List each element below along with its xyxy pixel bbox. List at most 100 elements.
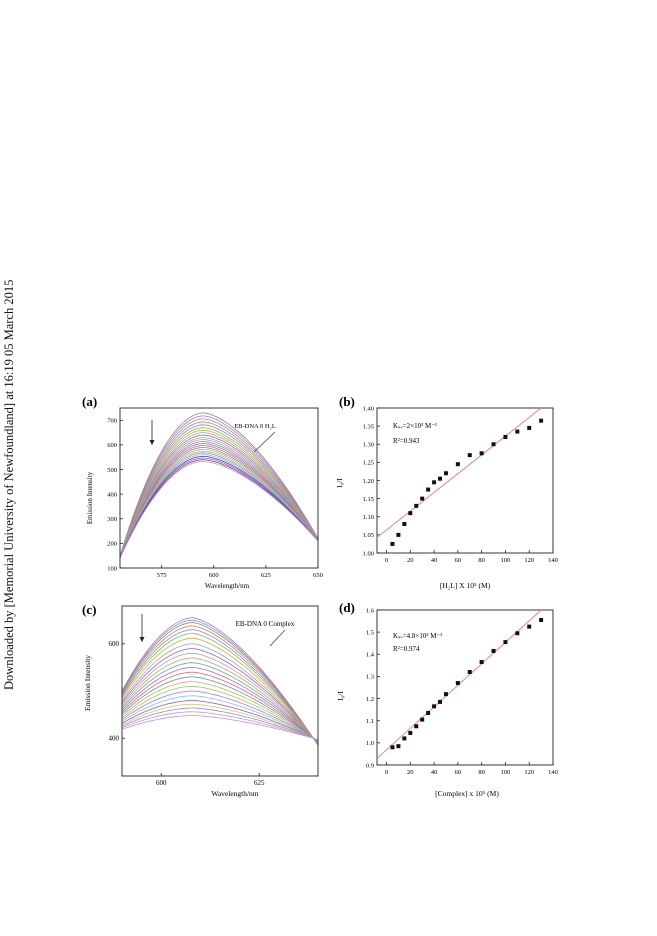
y-tick-label: 400 — [109, 735, 120, 743]
x-tick-label: 600 — [209, 572, 219, 579]
spectrum-series-12 — [119, 441, 319, 558]
data-point-8 — [432, 480, 437, 485]
spectrum-series-6 — [121, 633, 319, 745]
data-point-11 — [455, 681, 460, 686]
download-notice: Downloaded by [Memorial University of Ne… — [2, 280, 16, 690]
x-tick-label: 100 — [501, 769, 511, 776]
x-tick-label: 80 — [478, 769, 485, 776]
data-point-17 — [527, 425, 532, 430]
panel-c-emission-spectra: (c) 600 625 400 600 EB-DNA 0 Complex Wavele… — [82, 602, 319, 798]
y-tick-label: 400 — [107, 491, 117, 498]
spectrum-series-9 — [119, 434, 319, 557]
quench-arrow-head — [149, 440, 155, 445]
panel-b-ksv: Kₛᵥ=2×10³ M⁻¹ — [393, 422, 437, 430]
panel-c-axes: 600 625 400 600 — [109, 605, 319, 787]
spectrum-series-22 — [121, 707, 319, 741]
panel-d-stern-volmer-plot: (d) 0 20 40 60 80 100 120 140 0.9 1.0 1.1 1.2 1.3 1.4… — [336, 600, 558, 798]
x-tick-label: 575 — [157, 572, 167, 579]
y-tick-label: 1.30 — [363, 442, 374, 449]
data-point-16 — [515, 631, 520, 636]
data-point-8 — [432, 704, 437, 709]
data-point-10 — [443, 692, 448, 697]
panel-d-label: (d) — [339, 600, 355, 615]
data-point-15 — [503, 435, 508, 439]
panel-b-fit-line — [376, 407, 542, 538]
data-point-12 — [467, 453, 472, 458]
panel-d-points — [390, 617, 544, 750]
data-point-5 — [414, 724, 419, 729]
data-point-1 — [390, 541, 395, 546]
spectrum-series-3 — [121, 622, 319, 746]
x-tick-label: 120 — [524, 557, 534, 564]
spectrum-series-1 — [121, 617, 319, 746]
y-tick-label: 1.05 — [363, 532, 374, 539]
spectrum-series-20 — [119, 455, 319, 559]
spectrum-series-8 — [119, 432, 319, 557]
y-tick-label: 1.1 — [366, 718, 374, 725]
spectrum-series-24 — [121, 715, 319, 740]
x-tick-label: 600 — [156, 779, 167, 787]
spectrum-series-23 — [121, 711, 319, 741]
panel-b-ylabel: I₀/I — [335, 478, 344, 488]
spectrum-series-4 — [119, 421, 319, 557]
x-tick-label: 120 — [524, 769, 534, 776]
data-point-10 — [443, 471, 448, 476]
panel-a-annotation-pointer — [253, 431, 276, 453]
data-point-5 — [414, 503, 419, 508]
data-point-16 — [515, 429, 520, 434]
y-tick-label: 500 — [107, 467, 117, 474]
data-point-3 — [402, 522, 407, 526]
spectrum-series-19 — [121, 695, 319, 742]
panel-c-xlabel: Wavelength/nm — [211, 789, 258, 798]
spectrum-series-8 — [121, 643, 319, 745]
spectrum-series-22 — [119, 459, 319, 559]
panel-c-annotation-pointer — [269, 629, 286, 647]
data-point-9 — [438, 699, 443, 704]
spectrum-series-21 — [119, 457, 319, 559]
spectrum-series-11 — [119, 439, 319, 558]
plot-frame — [119, 407, 319, 569]
x-tick-label: 20 — [407, 769, 414, 776]
data-point-12 — [467, 670, 472, 674]
spectrum-series-13 — [119, 443, 319, 558]
spectrum-series-23 — [119, 460, 319, 559]
y-tick-label: 300 — [107, 516, 117, 523]
data-point-18 — [539, 418, 544, 423]
spectrum-series-12 — [121, 662, 319, 743]
y-tick-label: 0.9 — [366, 762, 374, 769]
spectrum-series-15 — [121, 676, 319, 743]
panel-c-label: (c) — [82, 602, 96, 617]
data-point-6 — [420, 717, 425, 722]
spectrum-series-14 — [121, 671, 319, 743]
spectrum-series-21 — [121, 703, 319, 741]
download-notice-text: Downloaded by [Memorial University of Ne… — [2, 279, 16, 690]
panel-a-xlabel: Wavelength/nm — [205, 582, 250, 590]
spectrum-series-4 — [121, 625, 319, 746]
panel-c-curves — [121, 614, 319, 746]
y-tick-label: 1.10 — [363, 514, 374, 521]
panel-d-ylabel: I₀/I — [336, 691, 345, 701]
y-tick-label: 1.40 — [363, 405, 374, 412]
data-point-15 — [503, 640, 508, 645]
y-tick-label: 200 — [107, 541, 117, 548]
x-tick-label: 0 — [385, 557, 388, 564]
spectrum-series-19 — [119, 454, 319, 558]
y-tick-label: 1.0 — [366, 740, 374, 747]
y-tick-label: 1.4 — [366, 652, 375, 659]
y-tick-label: 1.15 — [363, 496, 374, 503]
y-tick-label: 600 — [109, 640, 120, 648]
spectrum-series-7 — [121, 637, 319, 745]
panel-b-stern-volmer-plot: (b) 0 20 40 60 80 100 120 140 1.00 1.05 1.10 1.15 1.… — [335, 394, 558, 590]
data-point-9 — [438, 476, 443, 481]
spectrum-series-16 — [119, 448, 319, 558]
panel-b-r2: R²=0.943 — [393, 437, 420, 445]
data-point-3 — [402, 736, 407, 741]
spectrum-series-2 — [121, 619, 319, 746]
data-point-7 — [426, 487, 431, 492]
x-tick-label: 60 — [455, 769, 462, 776]
panel-c-ylabel: Emission Intensity — [83, 655, 92, 711]
x-tick-label: 40 — [431, 769, 438, 776]
spectrum-series-15 — [119, 446, 319, 558]
spectrum-series-18 — [119, 452, 319, 558]
panel-a-ylabel: Emission Intensity — [86, 471, 94, 524]
